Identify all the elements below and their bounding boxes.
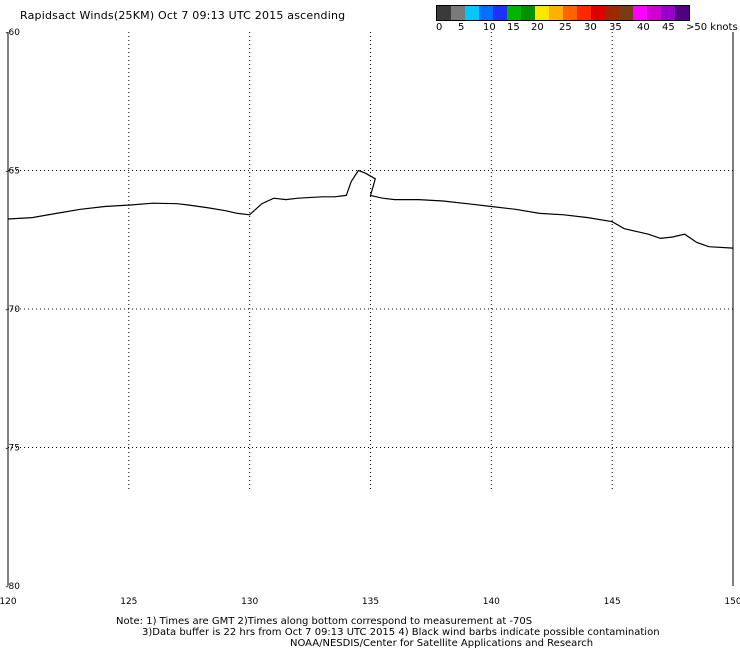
x-tick-label: 130 [241, 597, 258, 607]
colorbar-label: 40 [637, 22, 650, 33]
colorbar-swatch [591, 6, 605, 20]
x-tick-label: 120 [0, 597, 17, 607]
colorbar-swatch [605, 6, 619, 20]
colorbar-swatch [437, 6, 451, 20]
colorbar-swatch [619, 6, 633, 20]
y-tick-label: -80 [5, 582, 20, 592]
colorbar-swatch [577, 6, 591, 20]
colorbar-label: 20 [531, 22, 544, 33]
colorbar-label: 5 [458, 22, 465, 33]
colorbar-label: 45 [662, 22, 675, 33]
plot-frame [7, 32, 734, 586]
colorbar-swatch [507, 6, 521, 20]
note-line-1: Note: 1) Times are GMT 2)Times along bot… [116, 616, 533, 627]
colorbar-swatch [549, 6, 563, 20]
x-tick-label: 125 [120, 597, 137, 607]
plot-title: Rapidsact Winds(25KM) Oct 7 09:13 UTC 20… [20, 9, 346, 22]
colorbar-label: 35 [609, 22, 622, 33]
note-line-2: 3)Data buffer is 22 hrs from Oct 7 09:13… [142, 627, 660, 638]
gridlines [8, 32, 733, 490]
colorbar-swatch [633, 6, 647, 20]
x-tick-label: 135 [362, 597, 379, 607]
colorbar-swatch [521, 6, 535, 20]
x-tick-label: 150 [724, 597, 740, 607]
colorbar-swatch [675, 6, 689, 20]
colorbar-swatch [451, 6, 465, 20]
colorbar-swatch [563, 6, 577, 20]
colorbar-swatch [647, 6, 661, 20]
y-tick-label: -65 [5, 167, 20, 177]
colorbar-label: 10 [483, 22, 496, 33]
colorbar-swatch [493, 6, 507, 20]
y-tick-label: -60 [5, 28, 20, 38]
colorbar-label: 0 [436, 22, 443, 33]
colorbar-label: 25 [559, 22, 572, 33]
x-tick-label: 145 [604, 597, 621, 607]
colorbar-label: 30 [584, 22, 597, 33]
colorbar-swatch [535, 6, 549, 20]
colorbar-swatch [661, 6, 675, 20]
x-tick-labels: 120 125 130 135 140 145 150 [0, 597, 740, 607]
colorbar-label: 15 [507, 22, 520, 33]
y-tick-label: -75 [5, 444, 20, 454]
antarctic-coastline [7, 169, 734, 249]
y-tick-labels: -60 -65 -70 -75 -80 [5, 28, 20, 592]
x-tick-label: 140 [483, 597, 500, 607]
colorbar-label: >50 knots [686, 22, 738, 33]
colorbar-swatch [465, 6, 479, 20]
y-tick-label: -70 [5, 305, 20, 315]
note-line-3: NOAA/NESDIS/Center for Satellite Applica… [290, 638, 594, 649]
colorbar-swatch [479, 6, 493, 20]
wind-speed-colorbar [436, 5, 690, 21]
